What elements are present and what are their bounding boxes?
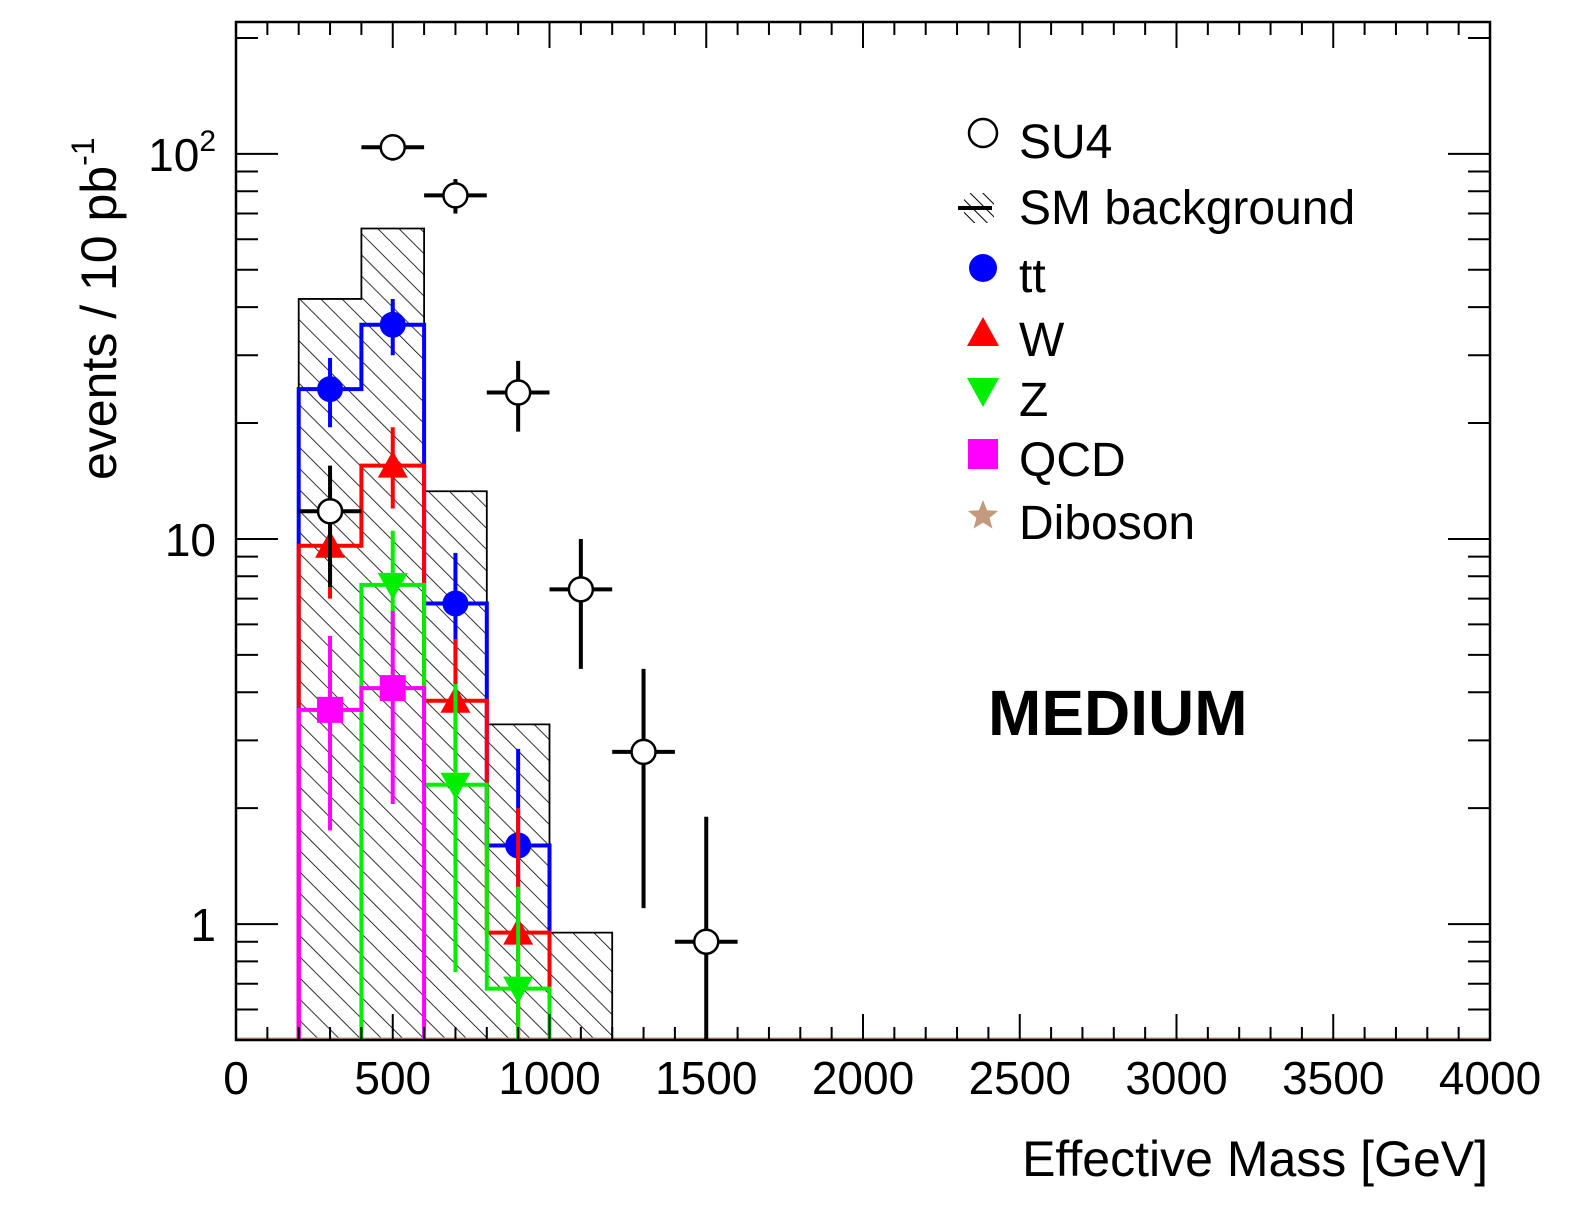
su4-point <box>567 576 595 603</box>
plot-area <box>236 134 1490 1040</box>
legend-marker-diboson <box>967 500 999 529</box>
y-axis-label: events / 10 pb-1 <box>65 137 127 480</box>
legend-entry-qcd: QCD <box>968 434 1126 487</box>
point-z <box>503 976 534 1004</box>
legend-entry-tt: tt <box>969 250 1046 303</box>
x-tick-label: 0 <box>223 1052 249 1104</box>
point-qcd <box>317 696 344 723</box>
x-tick-label: 4000 <box>1439 1052 1541 1104</box>
legend-entry-diboson: Diboson <box>967 497 1195 550</box>
su4-point <box>316 498 344 525</box>
y-tick-label: 102 <box>148 125 216 181</box>
legend-marker-tt <box>969 254 997 282</box>
point-tt <box>442 590 469 617</box>
legend-entry-w: W <box>967 314 1065 367</box>
point-tt <box>317 376 344 403</box>
axes: 0 500 1000 1500 2000 2500 3000 3500 4000 1 10 102 <box>148 20 1541 1104</box>
x-tick-label: 1000 <box>498 1052 600 1104</box>
su4-point <box>504 379 532 406</box>
su4-point <box>630 738 657 766</box>
point-w <box>377 450 408 478</box>
x-axis-label: Effective Mass [GeV] <box>1022 1131 1488 1187</box>
x-tick-label: 2500 <box>969 1052 1071 1104</box>
x-tick-label: 500 <box>354 1052 431 1104</box>
y-tick-label: 10 <box>165 514 216 566</box>
histogram-qcd <box>296 686 427 1040</box>
point-qcd <box>379 675 406 702</box>
legend-label-diboson: Diboson <box>1019 497 1195 550</box>
x-tick-label: 1500 <box>655 1052 757 1104</box>
legend-entry-z: Z <box>967 374 1048 427</box>
y-axis-label-sup: -1 <box>65 137 101 165</box>
legend-label-sm-background: SM background <box>1019 182 1355 235</box>
legend-marker-qcd <box>968 439 998 469</box>
legend-label-w: W <box>1019 314 1065 367</box>
y-tick-label: 1 <box>190 899 216 951</box>
point-z <box>377 572 408 600</box>
point-z <box>440 772 471 800</box>
su4-point <box>693 928 720 955</box>
legend-label-z: Z <box>1019 374 1048 427</box>
x-tick-label: 2000 <box>812 1052 914 1104</box>
point-tt <box>379 311 406 338</box>
x-tick-label: 3500 <box>1282 1052 1384 1104</box>
legend-label-su4: SU4 <box>1019 116 1112 169</box>
legend-marker-z <box>967 378 999 407</box>
region-annotation: MEDIUM <box>988 677 1248 749</box>
legend-marker-w <box>967 317 999 346</box>
su4-point <box>379 134 406 161</box>
su4-point <box>442 182 469 209</box>
legend-label-qcd: QCD <box>1019 434 1126 487</box>
x-tick-label: 3000 <box>1125 1052 1227 1104</box>
legend-entry-sm-background: SM background <box>958 182 1355 235</box>
legend-entry-su4: SU4 <box>967 116 1112 169</box>
legend-label-tt: tt <box>1019 250 1046 303</box>
legend-marker-su4 <box>967 117 999 149</box>
legend: SU4 SM background tt W Z QCD Diboson <box>958 116 1355 550</box>
